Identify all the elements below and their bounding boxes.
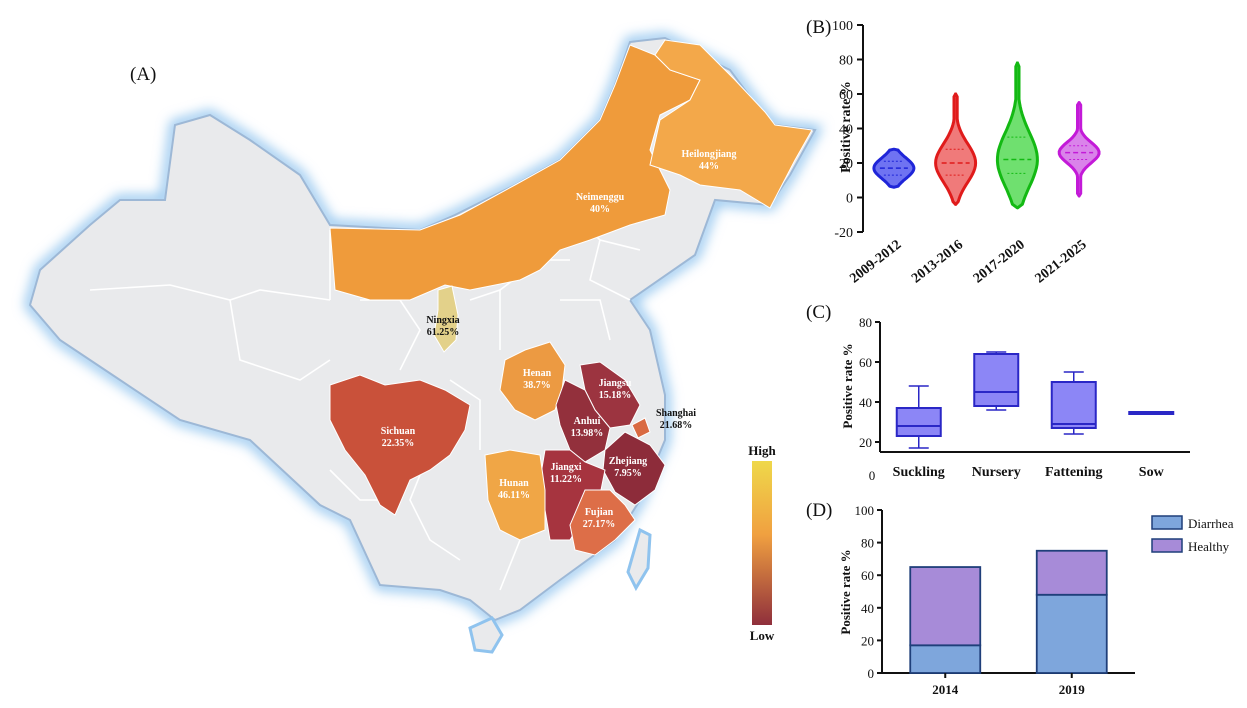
box-y-tick-label: 80 xyxy=(859,315,872,330)
label-henan-name: Henan xyxy=(523,368,552,379)
bar-y-tick-label: 0 xyxy=(868,666,875,681)
violin-x-tick-label: 2013-2016 xyxy=(909,237,966,286)
label-shanghai-value: 21.68% xyxy=(660,420,693,431)
province-borders xyxy=(89,199,641,591)
map-panel: (A) xyxy=(24,32,823,654)
label-anhui-name: Anhui xyxy=(574,416,601,427)
violin-x-tick-label: 2021-2025 xyxy=(1033,237,1090,286)
box-y-tick-label: 40 xyxy=(859,395,872,410)
violin-shape xyxy=(1057,101,1101,198)
label-jiangsu-value: 15.18% xyxy=(599,390,632,401)
box-rect xyxy=(895,407,942,437)
box-x-tick-label: Suckling xyxy=(893,465,945,480)
panel-label-c: (C) xyxy=(806,302,831,323)
region-ningxia xyxy=(433,285,459,353)
label-anhui-value: 13.98% xyxy=(571,428,604,439)
scale-low-label: Low xyxy=(750,628,775,643)
region-zhejiang xyxy=(602,431,666,506)
stacked-bar-segment xyxy=(1035,593,1108,674)
violin-y-tick-label: 0 xyxy=(846,192,853,207)
violin-panel: (B) Positive rate % -20 0 20 40 60 80 100 2009-… xyxy=(806,17,1101,287)
label-henan-value: 38.7% xyxy=(523,380,551,391)
bar-y-tick-label: 80 xyxy=(861,536,874,551)
region-labels: Heilongjiang 44% Neimenggu 40% Ningxia 6… xyxy=(381,149,737,530)
violin-shape xyxy=(995,61,1039,210)
violin-x-tick-label: 2017-2020 xyxy=(971,237,1028,286)
legend-swatch xyxy=(1151,538,1183,553)
legend-label: Healthy xyxy=(1188,539,1230,554)
label-zhejiang-value: 7.95% xyxy=(614,468,642,479)
panel-label-d: (D) xyxy=(806,500,832,521)
label-jiangxi-value: 11.22% xyxy=(550,474,582,485)
region-anhui xyxy=(555,379,611,463)
legend-label: Diarrhea xyxy=(1188,516,1234,531)
region-heilongjiang xyxy=(649,39,813,209)
label-sichuan-name: Sichuan xyxy=(381,426,416,437)
box-x-tick-label: Sow xyxy=(1139,465,1165,480)
violin-y-tick-label: 100 xyxy=(832,19,853,34)
label-jiangxi-name: Jiangxi xyxy=(550,462,581,473)
label-sichuan-value: 22.35% xyxy=(382,438,415,449)
label-fujian-name: Fujian xyxy=(585,507,614,518)
violin-y-tick-label: 40 xyxy=(839,123,853,138)
panel-label-b: (B) xyxy=(806,17,831,38)
stacked-bar-panel: (D) Positive rate % 0 20 40 60 80 100 2014 2019… xyxy=(806,500,1234,697)
box-rect xyxy=(973,353,1020,407)
box-rect xyxy=(1050,381,1097,429)
region-shanghai xyxy=(631,417,651,439)
label-zhejiang-name: Zhejiang xyxy=(609,456,647,467)
bar-x-tick-label: 2019 xyxy=(1059,682,1086,697)
region-fujian xyxy=(569,489,636,556)
box-y-axis-label: Positive rate % xyxy=(840,343,855,428)
box-baseline-label: 0 xyxy=(869,468,876,483)
label-heilongjiang-value: 44% xyxy=(699,161,719,172)
bar-y-tick-label: 40 xyxy=(861,601,874,616)
scale-high-label: High xyxy=(748,443,776,458)
box-y-tick-label: 20 xyxy=(859,435,872,450)
label-fujian-value: 27.17% xyxy=(583,519,616,530)
label-neimenggu-name: Neimenggu xyxy=(576,192,625,203)
map-color-scale: High Low xyxy=(748,443,776,643)
label-hunan-name: Hunan xyxy=(499,478,529,489)
legend-swatch xyxy=(1151,515,1183,530)
region-hunan xyxy=(484,449,546,541)
stacked-bar-segment xyxy=(909,566,982,647)
label-hunan-value: 46.11% xyxy=(498,490,530,501)
label-neimenggu-value: 40% xyxy=(590,204,610,215)
scale-gradient-bar xyxy=(752,461,772,625)
region-neimenggu xyxy=(329,44,701,301)
bar-y-tick-label: 100 xyxy=(855,503,875,518)
label-ningxia-value: 61.25% xyxy=(427,327,460,338)
bar-x-tick-label: 2014 xyxy=(932,682,959,697)
region-sichuan xyxy=(329,374,471,516)
violin-y-tick-label: -20 xyxy=(834,226,853,241)
box-x-tick-label: Nursery xyxy=(972,465,1021,480)
violin-y-tick-label: 60 xyxy=(839,88,853,103)
box-y-tick-label: 60 xyxy=(859,355,872,370)
label-jiangsu-name: Jiangsu xyxy=(599,378,632,389)
box-panel: (C) Positive rate % 0 20 40 60 80 Suckling Nu… xyxy=(806,302,1190,483)
stacked-bar-segment xyxy=(909,644,982,674)
bar-y-tick-label: 20 xyxy=(861,633,874,648)
violin-y-tick-label: 20 xyxy=(839,157,853,172)
label-shanghai-name: Shanghai xyxy=(656,408,696,419)
hainan-island xyxy=(468,616,504,654)
panel-label-a: (A) xyxy=(130,64,156,85)
bar-y-axis-label: Positive rate % xyxy=(838,549,853,634)
violin-y-tick-label: 80 xyxy=(839,54,853,69)
taiwan-island xyxy=(626,527,652,592)
violin-y-axis-label: Positive rate % xyxy=(839,81,854,173)
label-ningxia-name: Ningxia xyxy=(426,315,459,326)
box-x-tick-label: Fattening xyxy=(1045,465,1103,480)
violin-x-tick-label: 2009-2012 xyxy=(847,237,904,286)
violin-shape xyxy=(872,147,916,189)
bar-y-tick-label: 60 xyxy=(861,568,874,583)
stacked-bar-segment xyxy=(1035,549,1108,596)
label-heilongjiang-name: Heilongjiang xyxy=(681,149,736,160)
